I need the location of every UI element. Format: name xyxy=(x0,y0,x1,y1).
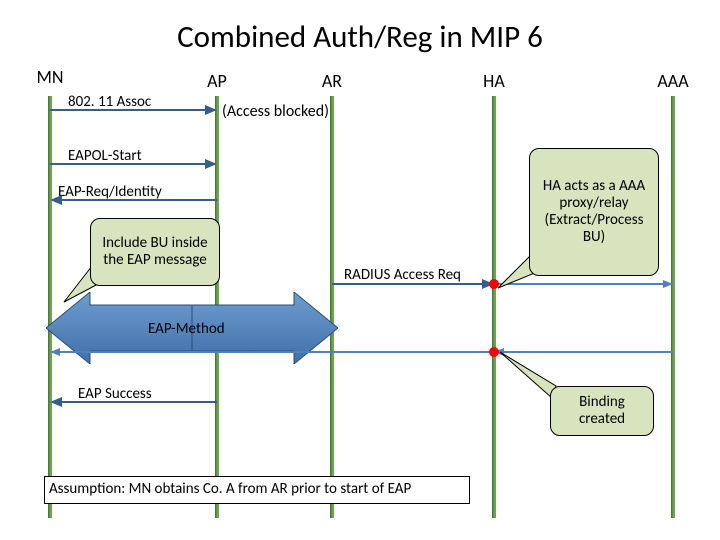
arrow-label-radius: RADIUS Access Req xyxy=(344,266,461,284)
lifeline-label-ap: AP xyxy=(203,70,231,92)
arrow-line-eapsucc xyxy=(62,401,217,403)
lifeline-line-ha xyxy=(492,96,496,518)
lifeline-label-mn: MN xyxy=(26,66,74,88)
lifeline-line-aaa xyxy=(671,96,675,518)
arrow-head-eapol xyxy=(205,159,217,169)
arrow-head-eapreq xyxy=(50,195,62,205)
arrow-head-assoc xyxy=(205,105,217,115)
arrow-line-eapreq xyxy=(62,199,217,201)
label-access-blocked: (Access blocked) xyxy=(222,102,329,121)
arrow-line-eapol xyxy=(50,163,205,165)
arrow-head-ha-mn xyxy=(50,348,60,356)
callout-tail-binding xyxy=(498,350,558,398)
lifeline-label-ar: AR xyxy=(318,70,346,92)
big-arrow-label: EAP-Method xyxy=(148,320,225,338)
callout-box-binding: Binding created xyxy=(550,386,654,436)
diagram-title: Combined Auth/Reg in MIP 6 xyxy=(0,18,720,56)
arrow-line-assoc xyxy=(50,109,205,111)
callout-box-ha-proxy: HA acts as a AAA proxy/relay (Extract/Pr… xyxy=(529,148,659,276)
callout-box-include-bu: Include BU inside the EAP message xyxy=(90,218,220,286)
lifeline-label-ha: HA xyxy=(480,70,508,92)
arrow-head-ha-aaa xyxy=(663,280,673,288)
assumption-box: Assumption: MN obtains Co. A from AR pri… xyxy=(44,476,470,504)
arrow-line-radius xyxy=(332,283,482,285)
arrow-line-ha-mn xyxy=(60,351,494,353)
arrow-head-eapsucc xyxy=(50,397,62,407)
lifeline-label-aaa: AAA xyxy=(651,70,695,92)
